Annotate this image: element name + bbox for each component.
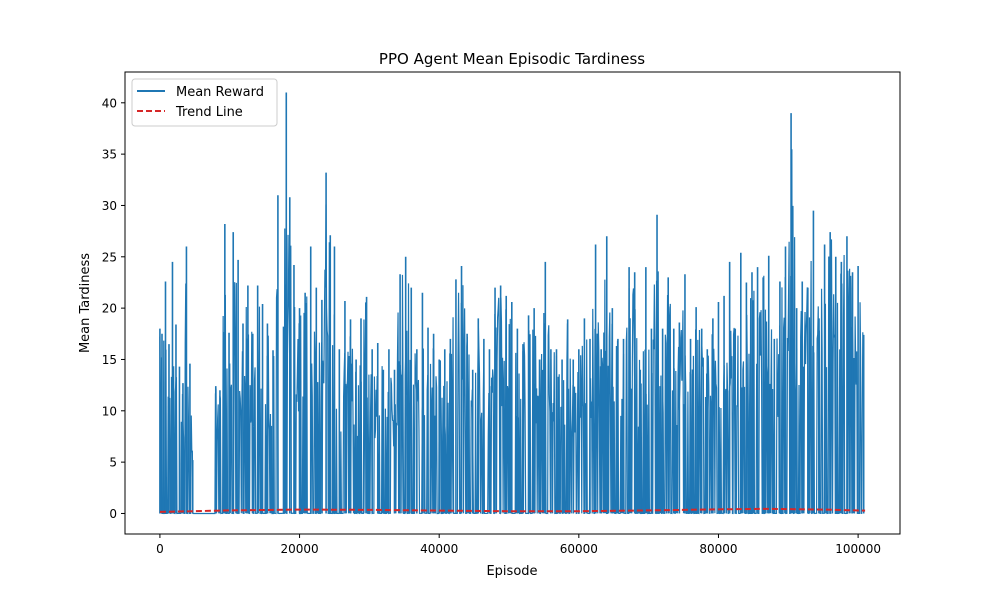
y-tick-label: 15: [102, 353, 117, 367]
legend-box: [131, 78, 278, 127]
x-tick-label: 100000: [835, 542, 881, 556]
y-tick-label: 40: [102, 96, 117, 110]
y-tick-label: 0: [109, 507, 117, 521]
x-tick-label: 0: [156, 542, 164, 556]
legend: Mean Reward Trend Line: [131, 78, 278, 127]
axes-frame: [124, 71, 901, 535]
x-tick-label: 80000: [699, 542, 737, 556]
legend-label-trend-line: Trend Line: [175, 105, 243, 120]
y-tick-label: 35: [102, 148, 117, 162]
y-tick-label: 5: [109, 456, 117, 470]
series-trend-line: [159, 507, 866, 513]
series-mean-reward-peaks: [159, 92, 865, 514]
x-tick-label: 20000: [280, 542, 318, 556]
y-tick-label: 30: [102, 199, 117, 213]
y-tick-label: 10: [102, 404, 117, 418]
x-tick-label: 40000: [420, 542, 458, 556]
x-axis-label: Episode: [486, 564, 537, 579]
y-axis-label: Mean Tardiness: [78, 253, 93, 353]
legend-label-mean-reward: Mean Reward: [176, 85, 264, 100]
y-axis: 0 5 10 15 20 25 30 35 40: [102, 96, 125, 521]
chart-title: PPO Agent Mean Episodic Tardiness: [379, 50, 645, 68]
plot-area: [159, 92, 866, 515]
x-tick-label: 60000: [560, 542, 598, 556]
y-tick-label: 20: [102, 302, 117, 316]
x-axis: 0 20000 40000 60000 80000 100000: [156, 534, 881, 556]
y-tick-label: 25: [102, 250, 117, 264]
